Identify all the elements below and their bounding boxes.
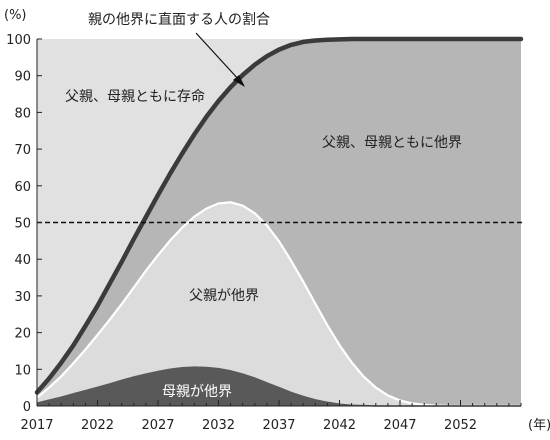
- y-tick-label: 70: [14, 143, 31, 158]
- x-tick-label: 2037: [262, 418, 295, 433]
- y-tick-label: 10: [14, 363, 31, 378]
- y-tick-label: 40: [14, 253, 31, 268]
- x-tick-label: 2032: [202, 418, 235, 433]
- x-tick-label: 2027: [141, 418, 174, 433]
- x-tick-label: 2017: [20, 418, 53, 433]
- annotation-arrow: [195, 32, 245, 87]
- y-tick-label: 50: [14, 217, 31, 232]
- y-tick-label: 80: [14, 106, 31, 121]
- curve-annotation: 親の他界に直面する人の割合: [88, 11, 270, 28]
- x-tick-label: 2047: [383, 418, 416, 433]
- region-label-both-deceased: 父親、母親ともに他界: [322, 135, 462, 151]
- annotation-arrow-head: [233, 75, 245, 87]
- area-mother-deceased: [37, 367, 521, 406]
- region-label-father-deceased: 父親が他界: [189, 288, 259, 304]
- y-tick-label: 100: [6, 33, 31, 48]
- region-labels: 父親、母親ともに存命 父親、母親ともに他界 父親が他界 母親が他界 親の他界に直…: [65, 11, 462, 400]
- y-tick-label: 30: [14, 290, 31, 305]
- y-unit-label: (%): [4, 8, 27, 23]
- y-tick-label: 60: [14, 180, 31, 195]
- parent-death-curve: [34, 36, 524, 395]
- y-tick-label: 0: [23, 400, 31, 415]
- area-father-deceased: [37, 202, 521, 406]
- axes: 0 10 20 30 40 50 60 70 80 90 100 2017 2022 2027 2032 20…: [4, 8, 550, 433]
- y-tick-label: 90: [14, 70, 31, 85]
- x-tick-label: 2052: [444, 418, 477, 433]
- x-unit-label: (年): [528, 418, 550, 433]
- y-tick-label: 20: [14, 327, 31, 342]
- x-tick-label: 2042: [323, 418, 356, 433]
- x-tick-label: 2022: [81, 418, 114, 433]
- annotation-arrow-line: [195, 32, 241, 82]
- region-label-mother-deceased: 母親が他界: [162, 384, 232, 400]
- region-label-both-alive: 父親、母親ともに存命: [65, 88, 205, 105]
